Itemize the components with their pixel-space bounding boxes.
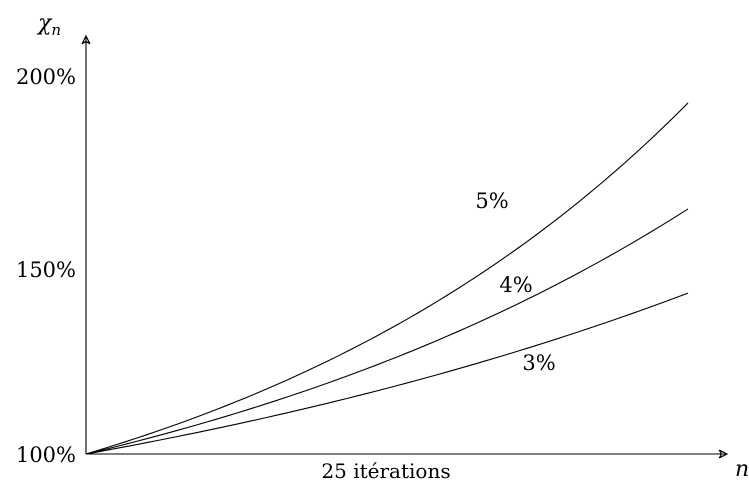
y-tick-label-100: 100%: [16, 443, 76, 467]
series-label-4: 4%: [499, 273, 532, 297]
y-tick-label-200: 200%: [16, 65, 76, 89]
series-curves: [85, 102, 689, 455]
x-axis-title: n: [735, 457, 749, 482]
y-tick-label-150: 150%: [16, 258, 76, 282]
x-caption-label: 25 itérations: [321, 459, 450, 483]
series-line-4pct: [85, 208, 689, 455]
y-axis-title: χn: [36, 11, 61, 39]
series-line-3pct: [85, 292, 689, 455]
series-label-3: 3%: [522, 351, 555, 375]
series-label-5: 5%: [475, 189, 508, 213]
series-line-5pct: [85, 102, 689, 455]
